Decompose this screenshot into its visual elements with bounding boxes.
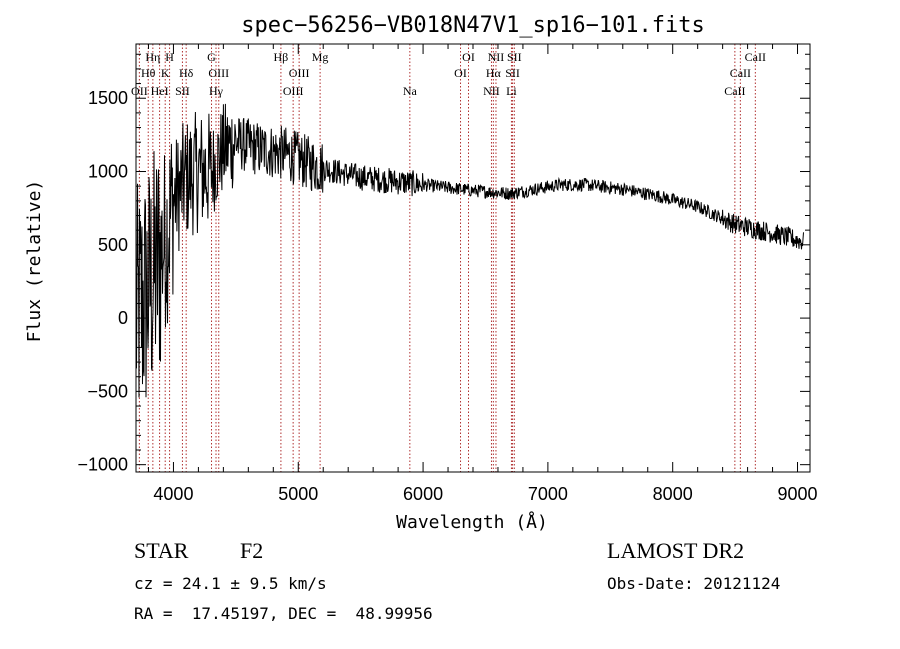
x-tick-label: 7000 [528,484,568,504]
x-axis-label: Wavelength (Å) [396,511,548,533]
spectral-line-label: H [165,50,174,64]
spectral-line-label: Hα [486,66,502,80]
spectrum-line [135,103,804,398]
y-tick-label: −1000 [77,455,128,475]
coordinates: RA = 17.45197, DEC = 48.99956 [134,604,433,623]
spectral-line-label: Li [506,84,517,98]
spectral-line-label: OIII [289,66,310,80]
spectral-line-label: OI [454,66,467,80]
object-class: STAR [134,538,189,563]
spectral-line-label: Hδ [179,66,194,80]
object-subclass: F2 [240,538,264,563]
spectral-line-markers [138,44,756,472]
spectral-line-label: OI [462,50,475,64]
y-axis-ticks: −1000 −500 0 500 1000 1500 [77,53,810,475]
spectral-line-label: CaII [730,66,751,80]
spectral-line-label: SII [505,66,520,80]
y-tick-label: 1500 [88,88,128,108]
spectral-line-label: Na [403,84,418,98]
spectral-line-label: K [161,66,170,80]
spectral-line-label: NII [483,84,500,98]
redshift-velocity: cz = 24.1 ± 9.5 km/s [134,574,327,593]
y-tick-label: −500 [87,381,128,401]
spectral-line-label: Hη [145,50,160,64]
survey-name: LAMOST DR2 [607,538,745,563]
y-tick-label: 500 [98,235,128,255]
x-tick-label: 5000 [278,484,318,504]
x-tick-label: 6000 [403,484,443,504]
spectral-line-label: SII [507,50,522,64]
spectral-line-label: NII [488,50,505,64]
y-tick-label: 0 [118,308,128,328]
spectral-line-label: OII [131,84,148,98]
spectral-line-label: G [207,50,216,64]
x-axis-ticks: 4000 5000 6000 7000 8000 9000 [147,44,818,504]
x-tick-label: 8000 [653,484,693,504]
observation-date: Obs-Date: 20121124 [607,574,781,593]
spectral-line-label: Hθ [141,66,156,80]
spectral-line-label: HeI [151,84,169,98]
plot-frame [135,43,811,473]
x-tick-label: 4000 [153,484,193,504]
spectral-line-label: Hγ [209,84,224,98]
y-axis-label: Flux (relative) [24,180,45,343]
spectral-line-labels: OIIHθHηHeIKHSIIHδGHγOIIIHβOIIIOIIIMgNaOI… [131,50,766,98]
spectral-line-label: OIII [283,84,304,98]
spectral-line-label: CaII [745,50,766,64]
spectral-line-label: Mg [312,50,329,64]
x-tick-label: 9000 [777,484,817,504]
chart-title: spec−56256−VB018N47V1_sp16−101.fits [241,13,705,38]
plot-axes [135,43,811,473]
spectral-line-label: SII [175,84,190,98]
spectral-line-label: Hβ [274,50,289,64]
spectral-line-label: CaII [724,84,745,98]
spectral-line-label: OIII [208,66,229,80]
y-tick-label: 1000 [88,162,128,182]
